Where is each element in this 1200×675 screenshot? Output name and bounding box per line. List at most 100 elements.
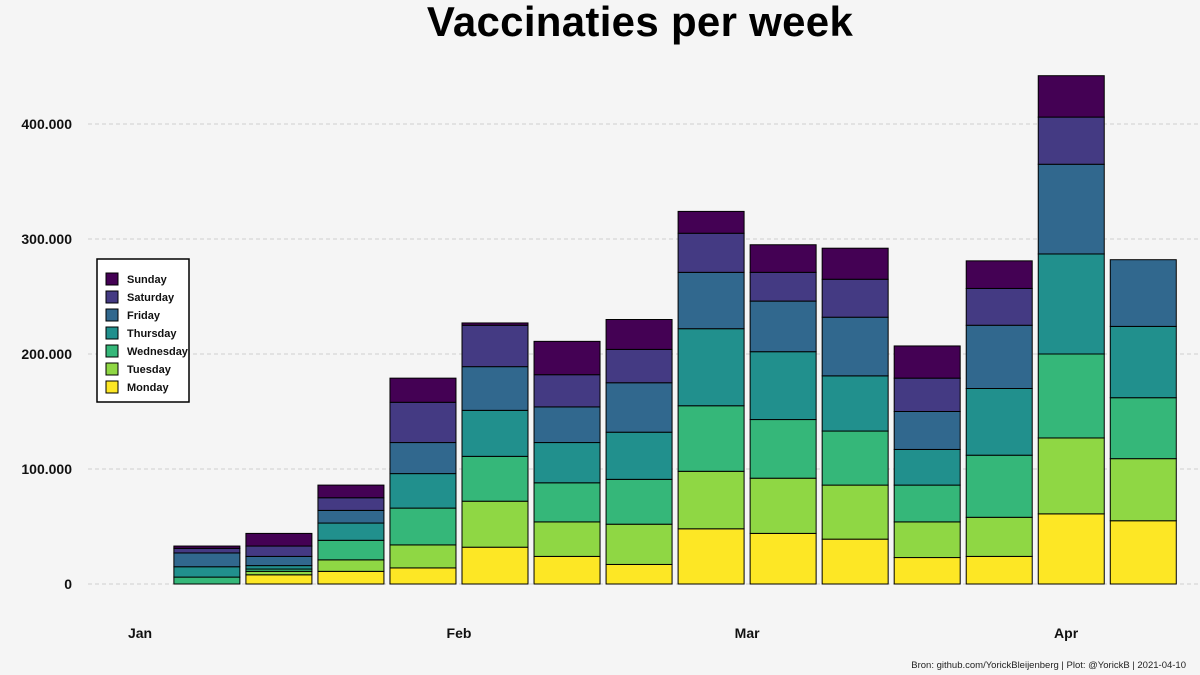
bar-segment-friday [245,555,313,567]
bar-segment-friday [461,366,529,411]
bar-segment-tuesday [461,500,529,548]
bar-segment-monday [749,532,817,585]
bar-segment-wednesday [317,539,385,561]
bar-segment-friday [173,552,241,568]
bar-segment-monday [1109,520,1177,585]
bar-segment-monday [965,555,1033,585]
bar-segment-friday [1037,163,1105,255]
bar-segment-friday [605,382,673,433]
legend-label: Monday [127,382,169,394]
x-tick-label: Mar [735,625,760,641]
bar-segment-saturday [1037,116,1105,165]
bar-segment-thursday [461,409,529,457]
legend-swatch [105,308,119,322]
legend-swatch [105,344,119,358]
bar-segment-thursday [605,431,673,480]
y-tick-label: 0 [64,576,72,592]
legend-label: Friday [127,310,161,322]
y-tick-label: 100.000 [21,461,72,477]
bar-segment-saturday [821,278,889,318]
bar-segment-tuesday [893,521,961,559]
caption: Bron: github.com/YorickBleijenberg | Plo… [911,660,1186,671]
bar-segment-sunday [389,377,457,403]
legend-swatch [105,290,119,304]
bar-segment-thursday [677,328,745,407]
bar-segment-tuesday [245,570,313,576]
bar-segment-monday [893,557,961,585]
bar-segment-sunday [533,340,601,376]
bar-segment-wednesday [677,405,745,472]
legend: Sunday Saturday Friday Thursday Wednesday Tue… [96,258,190,403]
bar-segment-saturday [317,497,385,511]
bar-segment-wednesday [173,576,241,585]
bar-segment-saturday [605,348,673,384]
bar-segment-thursday [533,442,601,484]
bar-segment-sunday [317,484,385,499]
bars [173,75,1177,585]
bar-segment-monday [245,574,313,585]
bar-segment-thursday [173,566,241,578]
bar-segment-tuesday [821,484,889,540]
x-axis-ticks: Jan Feb Mar Apr [128,625,1079,641]
legend-swatch [105,272,119,286]
bar-segment-monday [389,567,457,585]
bar-segment-friday [317,509,385,524]
bar-segment-sunday [677,210,745,234]
y-tick-label: 200.000 [21,346,72,362]
bar-segment-saturday [749,271,817,302]
bar-segment-tuesday [1109,458,1177,522]
bar-segment-sunday [749,244,817,273]
bar-segment-thursday [389,473,457,509]
legend-swatch [105,362,119,376]
bar-segment-saturday [533,374,601,408]
bar-segment-sunday [893,345,961,379]
bar-segment-monday [821,538,889,585]
bar-segment-saturday [245,545,313,557]
bar-segment-wednesday [533,482,601,523]
bar-segment-tuesday [965,516,1033,557]
bar-segment-sunday [1037,75,1105,118]
bar-segment-saturday [893,377,961,412]
bar-segment-tuesday [605,523,673,565]
legend-label: Thursday [127,328,177,340]
x-tick-label: Feb [447,625,472,641]
bar-segment-saturday [461,324,529,368]
bar-segment-thursday [893,448,961,486]
bar-segment-wednesday [461,455,529,502]
bar-segment-wednesday [965,454,1033,518]
bar-segment-thursday [245,565,313,570]
bar-segment-friday [749,300,817,353]
bar-segment-thursday [821,375,889,432]
bar-segment-tuesday [533,521,601,557]
bar-segment-tuesday [677,470,745,530]
bar-segment-thursday [1109,325,1177,399]
bar-segment-wednesday [1037,353,1105,439]
bar-segment-friday [677,271,745,330]
bar-segment-wednesday [1109,397,1177,460]
bar-segment-monday [1037,513,1105,585]
bar-segment-saturday [389,401,457,444]
bar-segment-friday [389,442,457,475]
legend-swatch [105,380,119,394]
legend-swatch [105,326,119,340]
bar-segment-tuesday [389,544,457,569]
bar-segment-sunday [821,247,889,280]
bar-segment-monday [605,563,673,585]
bar-segment-wednesday [389,507,457,546]
bar-segment-wednesday [821,430,889,486]
bar-segment-saturday [965,287,1033,326]
bar-segment-sunday [461,322,529,326]
bar-segment-friday [533,406,601,444]
bar-segment-thursday [965,388,1033,456]
bar-segment-tuesday [1037,437,1105,515]
bar-segment-wednesday [605,478,673,525]
bar-segment-sunday [605,319,673,350]
bar-segment-friday [821,316,889,377]
bar-segment-friday [893,411,961,450]
bar-segment-monday [317,570,385,585]
bar-segment-tuesday [317,559,385,572]
legend-label: Saturday [127,292,175,304]
legend-label: Sunday [127,274,168,286]
bar-segment-thursday [1037,253,1105,355]
